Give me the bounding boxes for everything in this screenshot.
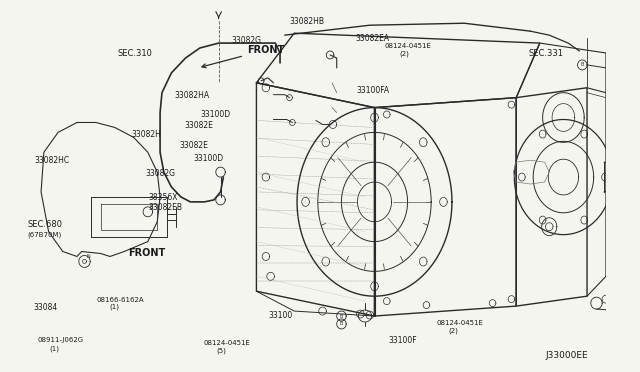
Text: 33082G: 33082G: [231, 36, 261, 45]
Text: J33000EE: J33000EE: [545, 350, 588, 360]
Text: 08911-J062G: 08911-J062G: [38, 337, 84, 343]
Text: 08124-0451E: 08124-0451E: [204, 340, 251, 346]
Text: 33084: 33084: [33, 302, 58, 312]
Text: 33082HC: 33082HC: [35, 155, 70, 165]
Text: 08124-0451E: 08124-0451E: [385, 44, 431, 49]
Text: 38356X: 38356X: [148, 193, 178, 202]
Text: 33082HB: 33082HB: [289, 17, 324, 26]
Text: 33100D: 33100D: [194, 154, 224, 163]
Text: SEC.680: SEC.680: [28, 220, 62, 229]
Text: B: B: [150, 205, 153, 210]
Text: 08124-0451E: 08124-0451E: [436, 320, 484, 326]
Text: 33100FA: 33100FA: [357, 86, 390, 95]
Text: B: B: [340, 314, 343, 318]
Text: (5): (5): [216, 347, 226, 353]
Text: FRONT: FRONT: [202, 45, 284, 68]
Text: 33082HA: 33082HA: [175, 91, 210, 100]
Text: 33082E: 33082E: [180, 141, 209, 150]
Text: B: B: [340, 321, 343, 327]
Text: (1): (1): [109, 304, 119, 310]
Text: 08166-6162A: 08166-6162A: [97, 297, 145, 303]
Text: FRONT: FRONT: [129, 248, 166, 258]
Text: 33082G: 33082G: [145, 169, 175, 177]
Text: (2): (2): [399, 51, 409, 57]
Text: 33100F: 33100F: [388, 336, 417, 345]
Text: 33082E: 33082E: [184, 121, 213, 129]
Text: (1): (1): [50, 345, 60, 352]
Text: (67B70M): (67B70M): [28, 231, 61, 238]
Text: (2): (2): [449, 327, 459, 334]
Text: 33100D: 33100D: [201, 109, 231, 119]
Text: SEC.310: SEC.310: [118, 49, 152, 58]
Text: 33100: 33100: [269, 311, 293, 320]
Text: 33082H: 33082H: [131, 130, 161, 139]
Text: N: N: [86, 254, 90, 259]
Text: 33082EB: 33082EB: [148, 202, 182, 212]
Text: SEC.331: SEC.331: [529, 49, 564, 58]
Text: B: B: [580, 62, 584, 67]
Text: 33082EA: 33082EA: [355, 34, 389, 43]
